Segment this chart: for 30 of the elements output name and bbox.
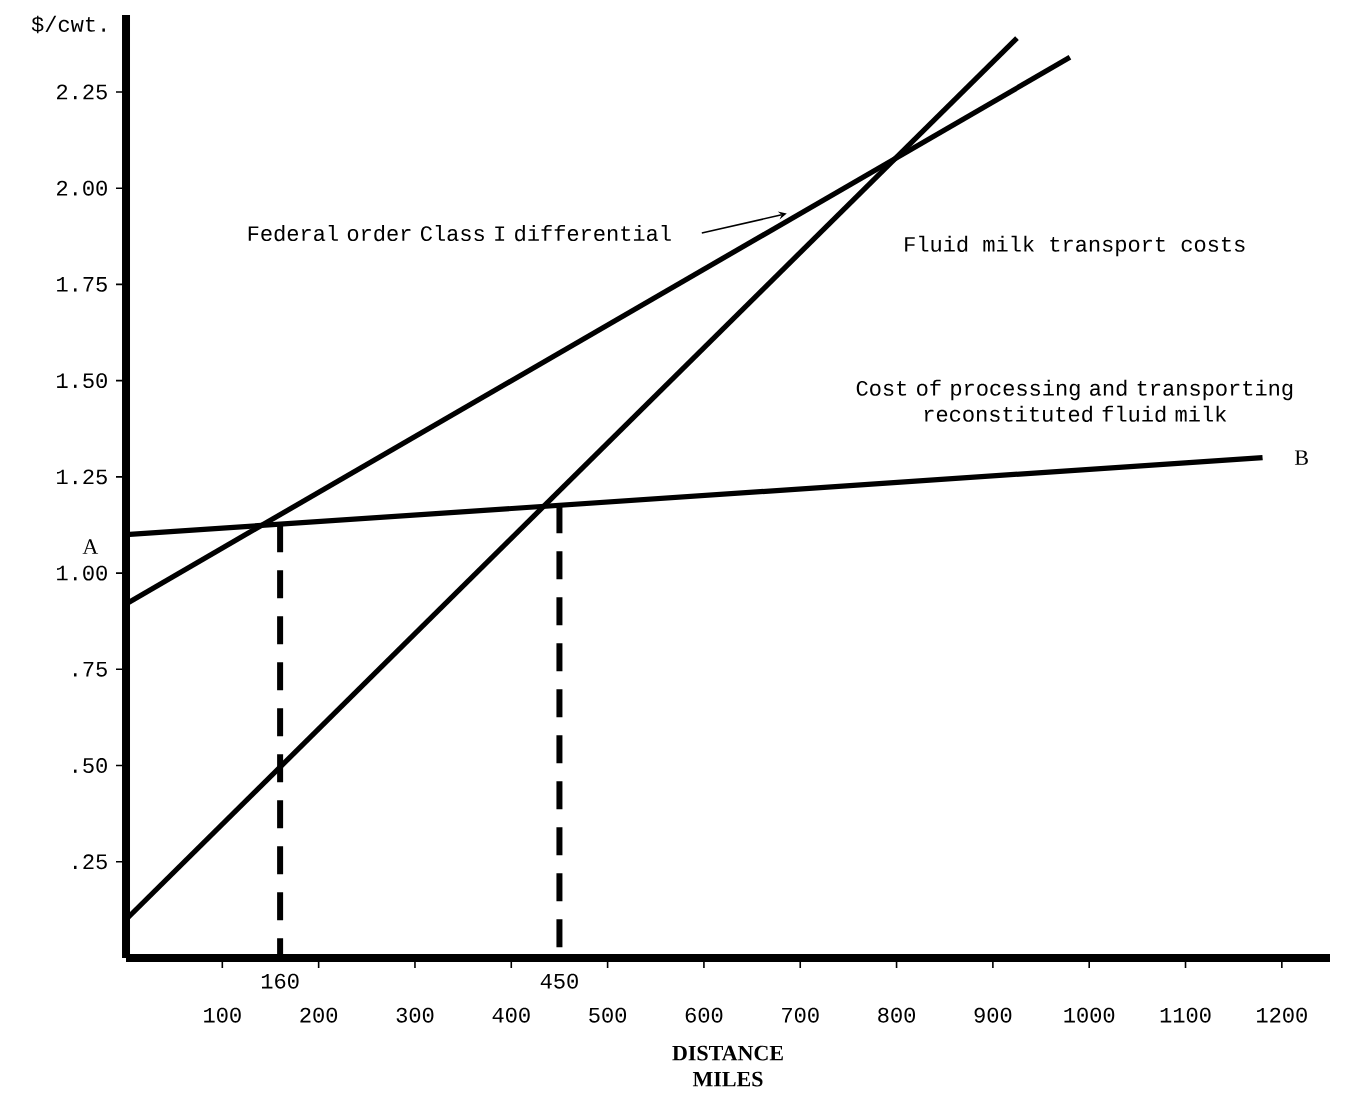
y-tick-label: 2.25 [57, 84, 107, 100]
annotation: A [82, 539, 99, 554]
text: Cost of processing and transporting reconstituted fluid milk [856, 379, 1293, 422]
x-tick-label: 800 [878, 1007, 916, 1023]
y-tick-label: .25 [74, 854, 107, 870]
x-tick-label: 100 [204, 1007, 241, 1023]
x-tick-label: 500 [589, 1007, 627, 1023]
text: Fluid milk transport costs [905, 235, 1245, 257]
x-tick-label: 700 [782, 1007, 819, 1023]
x-tick-label: 900 [974, 1007, 1012, 1023]
x-tick-label: 1100 [1160, 1007, 1211, 1023]
y-tick-label: 1.50 [57, 373, 107, 389]
x-tick-label: 600 [685, 1007, 723, 1023]
annotation: B [1294, 450, 1308, 465]
legend-label: Federal order Class I differential [248, 224, 671, 242]
y-axis-title: $/cwt. [31, 15, 105, 34]
x-tick-label: 300 [396, 1007, 434, 1023]
y-tick-label: 1.25 [57, 469, 107, 485]
ref-line-label: 160 [261, 973, 299, 989]
y-tick-label: .75 [74, 661, 107, 677]
y-tick-label: .50 [74, 758, 107, 774]
x-tick-label: 1200 [1257, 1007, 1307, 1023]
y-tick-label: 2.00 [57, 180, 107, 196]
x-axis-title: DISTANCE MILES [672, 1045, 783, 1087]
x-tick-label: 1000 [1064, 1007, 1115, 1023]
x-tick-label: 400 [492, 1007, 530, 1023]
ref-line-label: 450 [540, 973, 578, 989]
x-tick-label: 200 [300, 1007, 338, 1023]
y-tick-label: 1.00 [57, 565, 107, 581]
y-tick-label: 1.75 [57, 277, 107, 292]
